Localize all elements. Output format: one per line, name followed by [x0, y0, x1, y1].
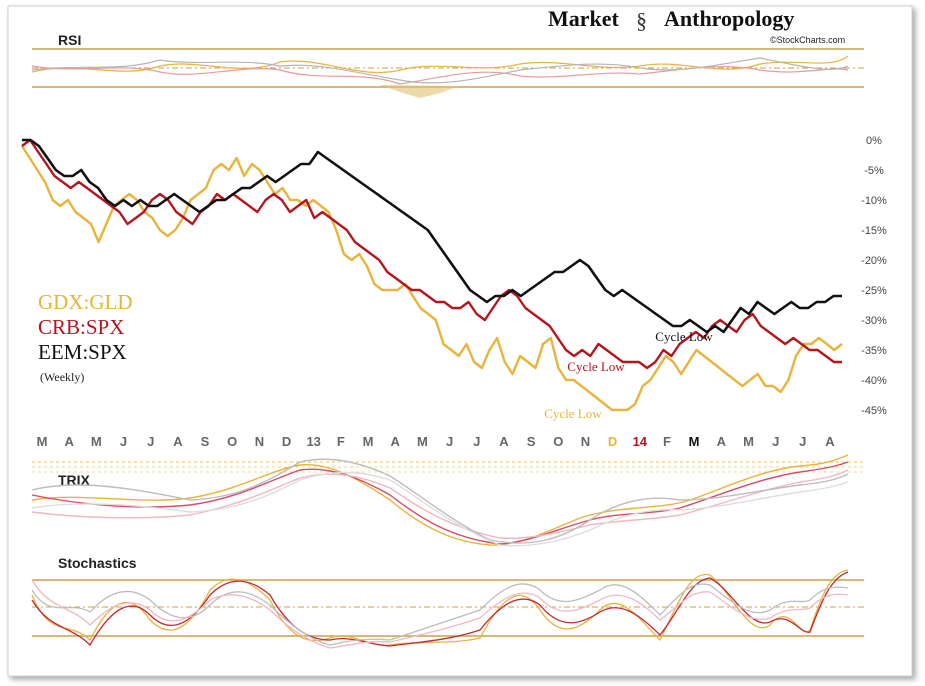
x-tick-label: N [255, 434, 264, 449]
x-tick-label: F [663, 434, 671, 449]
legend-note: (Weekly) [40, 370, 84, 384]
x-tick-label: A [173, 434, 183, 449]
x-tick-label: J [772, 434, 779, 449]
cycle-low-annotation: Cycle Low [544, 406, 602, 421]
legend-item-crb-spx: CRB:SPX [38, 315, 124, 339]
y-tick-label: -30% [861, 315, 887, 327]
x-tick-label: J [120, 434, 127, 449]
legend-item-gdx-gld: GDX:GLD [38, 290, 133, 314]
stochastics-label: Stochastics [58, 555, 137, 571]
x-axis: M A M J J A S O N D 13 F M A M J J A S O N D 14 F M A M J J A [37, 434, 836, 449]
y-tick-label: 0% [866, 135, 882, 147]
x-tick-label: J [473, 434, 480, 449]
y-tick-label: -35% [861, 345, 887, 357]
legend-item-eem-spx: EEM:SPX [38, 340, 127, 364]
trix-panel: TRIX [31, 454, 864, 547]
x-tick-label: D [282, 434, 291, 449]
x-tick-label: S [527, 434, 536, 449]
x-tick-label: D [608, 434, 617, 449]
x-tick-label: M [743, 434, 754, 449]
x-tick-label: M [417, 434, 428, 449]
y-tick-label: -25% [861, 285, 887, 297]
series-line-crb-spx [21, 138, 842, 370]
brand-title-first: Market [548, 6, 620, 31]
x-tick-label: M [363, 434, 374, 449]
x-tick-label: M [91, 434, 102, 449]
x-tick-label: J [799, 434, 806, 449]
x-tick-label: N [581, 434, 590, 449]
x-tick-label: A [717, 434, 727, 449]
rsi-label: RSI [58, 32, 81, 48]
rsi-panel: RSI [31, 32, 864, 98]
x-tick-label: O [553, 434, 563, 449]
x-tick-label: S [201, 434, 210, 449]
x-tick-label: A [391, 434, 401, 449]
series-line-eem-spx [22, 138, 842, 334]
y-axis: 0% -5% -10% -15% -20% -25% -30% -35% -40% -45% [861, 135, 887, 417]
y-tick-label: -5% [864, 165, 884, 177]
x-tick-label: 14 [633, 434, 648, 449]
source-credit: ©StockCharts.com [770, 35, 845, 45]
x-tick-label: A [825, 434, 835, 449]
trix-label: TRIX [58, 472, 91, 488]
main-chart [20, 138, 843, 412]
y-tick-label: -40% [861, 375, 887, 387]
x-tick-label: F [337, 434, 345, 449]
x-tick-label: J [446, 434, 453, 449]
y-tick-label: -15% [861, 225, 887, 237]
y-tick-label: -10% [861, 195, 887, 207]
annotations: Cycle Low Cycle Low Cycle Low [544, 329, 713, 421]
x-tick-label: 13 [306, 434, 320, 449]
y-tick-label: -45% [861, 405, 887, 417]
cycle-low-annotation: Cycle Low [655, 329, 713, 344]
x-tick-label: A [65, 434, 75, 449]
x-tick-label: M [689, 434, 700, 449]
cycle-low-annotation: Cycle Low [567, 359, 625, 374]
stochastics-panel: Stochastics [31, 555, 864, 649]
brand-title-second: Anthropology [664, 6, 794, 31]
series-line-gdx-gld [20, 145, 843, 412]
y-tick-label: -20% [861, 255, 887, 267]
x-tick-label: O [227, 434, 237, 449]
panel-background [7, 5, 913, 677]
legend: GDX:GLD CRB:SPX EEM:SPX (Weekly) [38, 290, 133, 384]
x-tick-label: M [37, 434, 48, 449]
x-tick-label: J [147, 434, 154, 449]
dna-icon: § [636, 8, 647, 33]
x-tick-label: A [499, 434, 509, 449]
